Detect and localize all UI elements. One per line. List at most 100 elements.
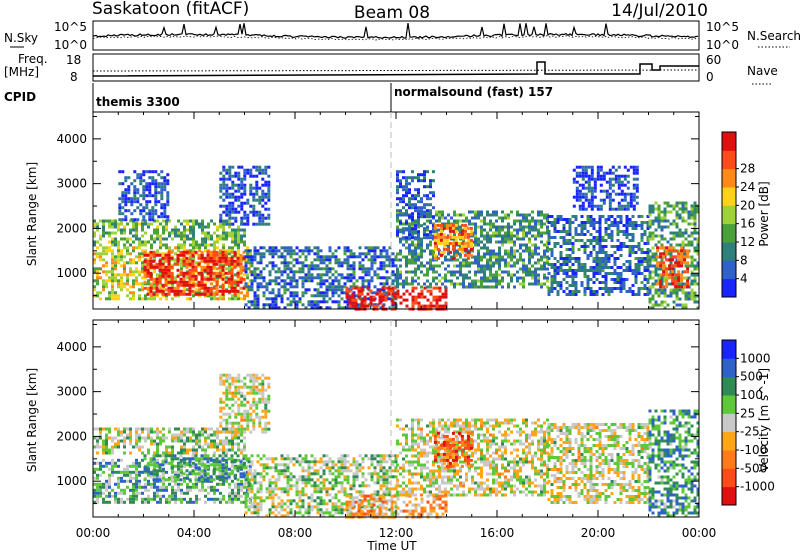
velocity-colorbar-cell (722, 395, 736, 414)
velocity-echo-region (648, 409, 700, 518)
power-data (93, 165, 700, 311)
freq-traces (92, 61, 700, 77)
nave-trace (92, 69, 700, 72)
power-colorbar: 4 8 12 16 20 24 28 (721, 131, 755, 298)
velocity-colorbar-cell (722, 340, 736, 359)
noise-left-tick-bottom: 10^0 (54, 38, 87, 52)
power-colorbar-cell (722, 223, 736, 243)
power-colorbar-cell (722, 278, 736, 298)
velocity-colorbar-cell (722, 376, 736, 396)
velocity-ytick-label: 1000 (56, 474, 87, 488)
velocity-panel: 1000 2000 3000 4000 Slant Range [km] (25, 319, 700, 519)
freq-label-line2: [MHz] (4, 65, 39, 79)
velocity-ytick-label: 3000 (56, 385, 87, 399)
noise-sky-trace (92, 23, 699, 40)
power-echo-region (396, 170, 435, 240)
power-ytick-label: 3000 (56, 177, 87, 191)
velocity-colorbar-tick: -100 (740, 443, 767, 457)
power-colorbar-cell (722, 168, 736, 188)
velocity-y-axis: 1000 2000 3000 4000 (56, 320, 700, 517)
velocity-echo-region (93, 427, 246, 455)
time-tick-label: 12:00 (379, 526, 414, 540)
velocity-ytick-label: 2000 (56, 429, 87, 443)
cpid-mode-2: normalsound (fast) 157 (394, 85, 553, 99)
power-echo-region (219, 165, 271, 226)
velocity-colorbar-tick: 25 (740, 406, 755, 420)
beam-title: Beam 08 (354, 3, 430, 23)
cpid-mode-1: themis 3300 (96, 95, 180, 109)
time-axis: 00:00 04:00 08:00 12:00 16:00 20:00 00:00 (76, 526, 717, 540)
power-echo-region (656, 246, 690, 289)
power-ylabel: Slant Range [km] (25, 162, 39, 266)
velocity-echo-region (244, 454, 398, 518)
power-echo-region (143, 250, 246, 296)
power-colorbar-tick: 20 (740, 198, 755, 212)
velocity-colorbar-cell (722, 468, 736, 488)
velocity-echo-region (143, 454, 246, 482)
velocity-data (93, 373, 700, 519)
noise-left-tick-top: 10^5 (54, 20, 87, 34)
cpid-label: CPID (4, 90, 36, 104)
power-ytick-label: 4000 (56, 132, 87, 146)
velocity-echo-region (396, 418, 549, 497)
time-tick-label: 20:00 (581, 526, 616, 540)
time-tick-label: 08:00 (278, 526, 313, 540)
power-colorbar-cell (722, 132, 736, 151)
velocity-colorbar-tick: 500 (740, 370, 763, 384)
freq-tick-bottom: 8 (70, 70, 78, 84)
power-echo-region (396, 210, 549, 289)
power-echo-region (572, 165, 639, 211)
freq-label-line1: Freq. (18, 52, 48, 66)
velocity-colorbar-cell (722, 486, 736, 506)
power-colorbar-cell (722, 242, 736, 261)
noise-right-tick-bottom: 10^0 (706, 38, 739, 52)
velocity-colorbar-cell (722, 431, 736, 451)
time-tick-label: 04:00 (177, 526, 212, 540)
power-colorbar-tick: 12 (740, 235, 755, 249)
power-colorbar-cell (722, 205, 736, 225)
power-panel: 1000 2000 3000 4000 Slant Range [km] (25, 111, 700, 311)
velocity-echo-region (219, 373, 271, 434)
velocity-colorbar: 1000 500 100 25 -25 -100 -500 -1000 (721, 339, 775, 506)
power-colorbar-tick: 16 (740, 217, 755, 231)
time-axis-label: Time UT (366, 539, 417, 553)
velocity-colorbar-tick: 100 (740, 388, 763, 402)
velocity-colorbar-cell (722, 413, 736, 433)
velocity-colorbar-tick: 1000 (740, 351, 771, 365)
power-echo-region (547, 215, 650, 296)
time-tick-label: 16:00 (480, 526, 515, 540)
velocity-colorbar-cell (722, 358, 736, 378)
velocity-colorbar-tick: -25 (740, 425, 760, 439)
power-colorbar-label: Power [dB] (757, 181, 771, 246)
nave-tick-bottom: 0 (706, 70, 714, 84)
power-colorbar-tick: 24 (740, 180, 755, 194)
velocity-echo-region (547, 423, 650, 504)
time-tick-label: 00:00 (682, 526, 717, 540)
power-colorbar-cell (722, 187, 736, 206)
power-ytick-label: 1000 (56, 266, 87, 280)
power-echo-region (93, 219, 246, 247)
power-colorbar-tick: 28 (740, 162, 755, 176)
velocity-colorbar-cell (722, 450, 736, 469)
cpid-row: CPID themis 3300 normalsound (fast) 157 (4, 83, 553, 112)
noise-panel: N.Sky 10^5 10^0 10^5 10^0 N.Search (4, 20, 800, 52)
power-echo-region (433, 223, 473, 260)
velocity-ytick-label: 4000 (56, 340, 87, 354)
velocity-colorbar-label: Velocity [m s^-1] (757, 368, 771, 472)
noise-right-tick-top: 10^5 (706, 20, 739, 34)
velocity-echo-region (433, 431, 473, 468)
freq-panel: Freq. [MHz] 18 8 60 0 Nave (4, 52, 778, 85)
nave-label: Nave (747, 64, 778, 78)
power-colorbar-cell (722, 260, 736, 280)
radar-title: Saskatoon (fitACF) (92, 0, 249, 19)
date-title: 14/Jul/2010 (611, 1, 708, 21)
noise-right-label: N.Search (747, 29, 800, 43)
noise-left-label: N.Sky (4, 31, 38, 45)
power-ytick-label: 2000 (56, 221, 87, 235)
freq-trace (92, 61, 699, 77)
noise-traces (92, 23, 699, 41)
power-colorbar-tick: 8 (740, 253, 748, 267)
velocity-ylabel: Slant Range [km] (25, 368, 39, 472)
power-echo-region (118, 170, 170, 222)
